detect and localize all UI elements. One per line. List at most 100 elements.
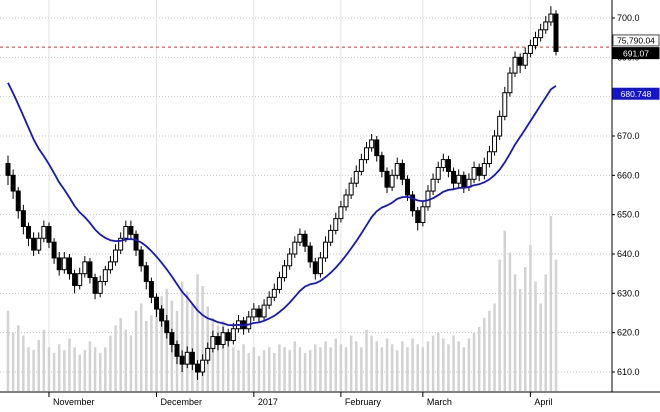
candle-body — [369, 139, 375, 149]
volume-bar — [524, 267, 527, 391]
volume-bar — [232, 347, 235, 391]
candle-body — [107, 261, 113, 271]
volume-bar — [529, 245, 532, 391]
candle-body — [533, 37, 539, 47]
candle-body — [522, 52, 528, 66]
candle-body — [307, 245, 313, 263]
volume-bar — [201, 286, 204, 391]
volume-bar — [339, 344, 343, 391]
volume-bar — [406, 347, 409, 391]
volume-bar — [477, 326, 481, 391]
volume-bar — [370, 335, 373, 391]
candle-body — [82, 261, 88, 275]
volume-bar — [534, 281, 537, 391]
volume-bar — [37, 339, 40, 391]
candle-body — [379, 155, 385, 172]
horizontal-gridlines — [0, 17, 612, 373]
volume-bar — [273, 353, 276, 391]
candle-body — [527, 45, 533, 54]
candle-body — [261, 304, 267, 318]
volume-bar — [88, 341, 92, 391]
candle-body — [15, 190, 21, 212]
candle-body — [20, 210, 26, 227]
volume-bar — [180, 281, 184, 391]
volume-bar — [498, 259, 501, 391]
volume-bar — [431, 335, 435, 391]
candle-body — [276, 277, 282, 290]
candle-body — [154, 296, 160, 310]
volume-bar — [308, 350, 312, 391]
volume-bar — [196, 274, 199, 391]
candle-body — [61, 257, 67, 271]
candle-body — [128, 225, 134, 235]
volume-bar — [139, 303, 143, 391]
candle-body — [389, 174, 395, 188]
volume-bar — [554, 259, 558, 391]
candle-body — [312, 261, 318, 275]
volume-bar — [380, 347, 384, 391]
volume-bar — [129, 335, 133, 391]
candle-body — [164, 320, 170, 334]
candle-body — [77, 273, 83, 286]
volume-bar — [544, 274, 548, 391]
volume-bar — [293, 341, 297, 391]
price-tag-box — [612, 47, 660, 60]
candle-body — [348, 182, 354, 196]
volume-bar — [355, 341, 358, 391]
candle-body — [159, 308, 165, 322]
volume-bar — [329, 347, 332, 391]
candle-body — [497, 115, 503, 137]
candle-body — [507, 72, 513, 94]
volume-bar — [93, 347, 97, 391]
volume-bar — [513, 274, 517, 391]
candle-body — [471, 166, 477, 180]
candle-body — [502, 92, 508, 117]
candle-body — [56, 257, 62, 271]
y-tick-label: 640.0 — [617, 249, 640, 259]
candle-body — [25, 225, 31, 239]
volume-bar — [324, 341, 327, 391]
candle-body — [174, 343, 180, 357]
volume-bar — [288, 350, 291, 391]
volume-bar — [395, 350, 399, 391]
candle-body — [143, 265, 149, 283]
candle-body — [220, 332, 226, 345]
candle-body — [256, 308, 262, 318]
candle-body — [133, 233, 139, 251]
candle-body — [420, 206, 426, 224]
candle-body — [36, 237, 42, 251]
volume-bar — [47, 347, 51, 391]
candle-body — [404, 178, 410, 196]
candle-body — [200, 359, 206, 373]
candle-body — [394, 163, 400, 176]
volume-bar — [349, 335, 353, 391]
volume-bar — [483, 318, 486, 391]
price-tag-label: 680.748 — [621, 89, 652, 99]
month-label: November — [53, 397, 95, 407]
candle-body — [374, 139, 380, 157]
candle-body — [548, 13, 554, 23]
candle-body — [179, 355, 185, 365]
volume-bar — [221, 321, 225, 391]
candle-body — [323, 241, 329, 259]
y-tick-label: 650.0 — [617, 210, 640, 220]
price-tag-box — [612, 34, 660, 47]
volume-bar — [98, 353, 102, 391]
candle-body — [225, 332, 231, 342]
volume-bar — [472, 332, 476, 391]
volume-bar — [442, 338, 445, 391]
volume-bar — [365, 329, 368, 391]
volume-bar — [57, 344, 61, 391]
candle-body — [476, 166, 482, 176]
candle-body — [189, 351, 195, 365]
ma-line — [7, 82, 557, 327]
candle-body — [399, 163, 405, 180]
volume-bar — [32, 350, 35, 391]
volume-bar — [83, 350, 87, 391]
candle-body — [486, 151, 492, 165]
candle-body — [271, 288, 277, 298]
x-axis-labels: November December 2017 February March April — [48, 392, 552, 407]
volume-bar — [145, 321, 148, 391]
